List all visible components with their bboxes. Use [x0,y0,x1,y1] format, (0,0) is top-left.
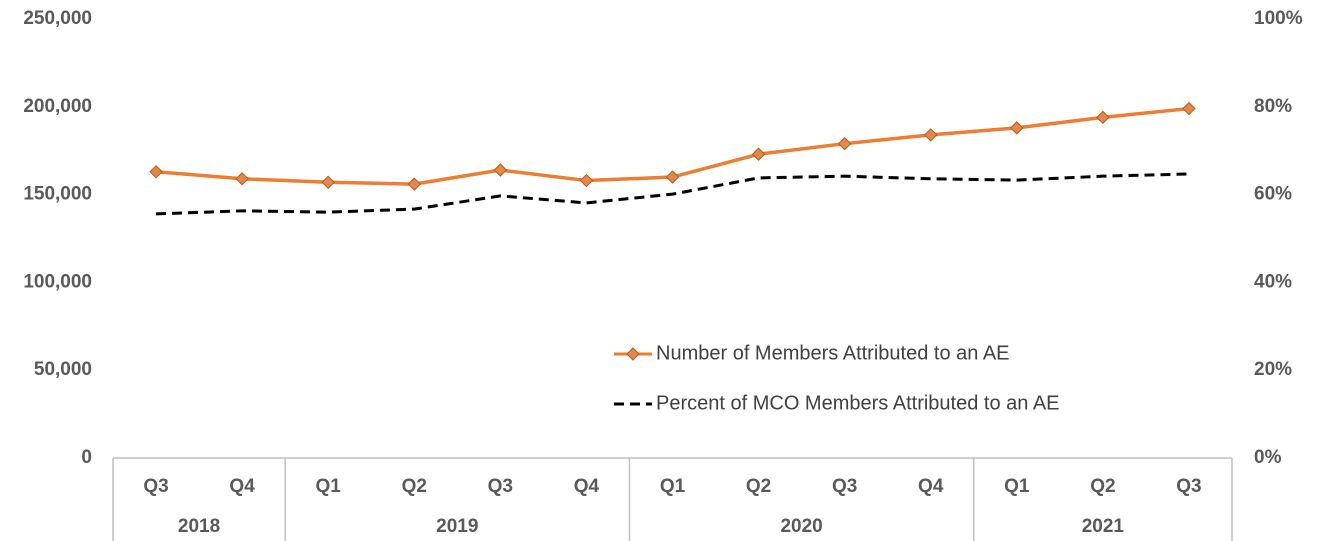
y-tick-label: 50,000 [34,359,92,380]
y-tick-label: 100,000 [23,271,92,292]
x-tick-label: Q3 [832,476,857,497]
group-label: 2020 [780,516,822,537]
marker [1096,110,1110,125]
group-label: 2021 [1082,516,1125,537]
marker [407,177,421,191]
x-tick-label: Q1 [1004,476,1030,497]
marker [837,136,852,151]
marker [1182,101,1196,116]
marker [579,173,594,188]
x-tick-label: Q4 [918,476,944,497]
x-tick-label: Q4 [574,476,600,497]
marker [149,165,163,179]
x-tick-label: Q1 [660,476,686,497]
legend-marker [626,347,640,361]
y-tick-label: 250,000 [23,8,92,29]
series-line [155,172,1189,216]
legend-label: Number of Members Attributed to an AE [656,342,1010,364]
y-tick-label: 0 [81,447,92,468]
y2-tick-label: 60% [1254,184,1292,205]
marker [751,147,766,161]
marker [665,170,680,184]
x-tick-label: Q2 [1090,476,1115,497]
y-tick-label: 200,000 [23,96,92,117]
y-tick-label: 150,000 [23,184,92,205]
y2-tick-label: 80% [1254,96,1292,117]
x-tick-label: Q3 [1176,476,1201,497]
marker [924,128,938,142]
marker [493,163,508,177]
marker [321,175,335,190]
y2-tick-label: 0% [1254,447,1282,468]
marker [235,172,249,186]
x-tick-label: Q2 [746,476,771,497]
group-label: 2019 [436,516,478,537]
x-tick-label: Q3 [143,476,168,497]
y2-tick-label: 40% [1254,271,1292,292]
y2-tick-label: 20% [1254,359,1292,380]
marker [1010,121,1024,135]
x-tick-label: Q1 [316,476,342,497]
y2-tick-label: 100% [1254,8,1303,29]
group-label: 2018 [178,516,220,537]
x-tick-label: Q3 [488,476,513,497]
legend-label: Percent of MCO Members Attributed to an … [656,392,1060,414]
x-tick-label: Q4 [229,476,255,497]
x-tick-label: Q2 [402,476,427,497]
